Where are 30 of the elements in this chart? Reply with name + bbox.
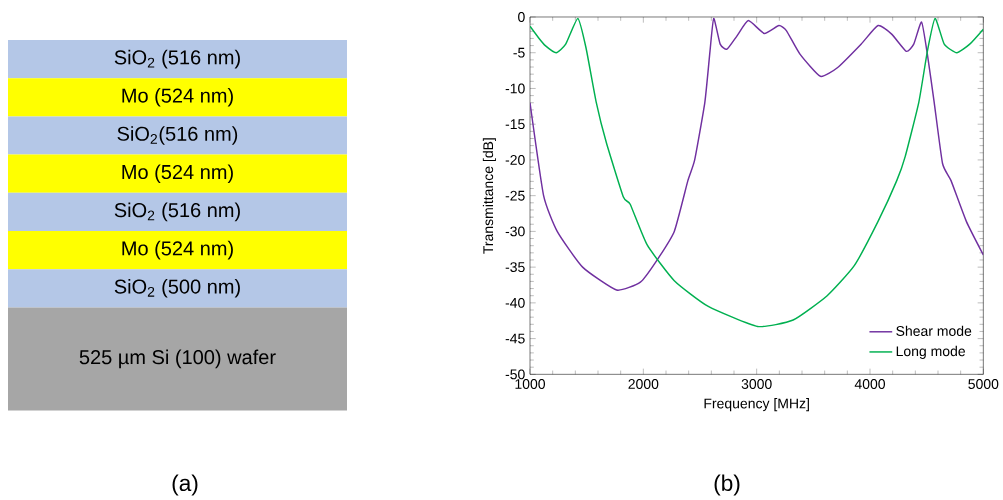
text: (a) bbox=[172, 474, 198, 496]
y-tick-label: -35 bbox=[505, 262, 525, 273]
x-axis-title: Frequency [MHz] bbox=[704, 398, 809, 412]
y-tick-label: -10 bbox=[505, 83, 525, 94]
y-axis-title: Transmittance [dB] bbox=[482, 138, 496, 254]
x-tick-label: 3000 bbox=[741, 379, 772, 389]
legend-label: Shear mode bbox=[896, 325, 972, 337]
y-tick-label: -15 bbox=[505, 119, 525, 130]
y-tick-label: -45 bbox=[505, 333, 525, 344]
y-tick-label: -20 bbox=[505, 154, 525, 165]
text: Mo (524 nm) bbox=[122, 87, 233, 107]
y-tick-label: 0 bbox=[518, 12, 525, 22]
y-tick-label: -50 bbox=[505, 369, 525, 380]
text: SiO$_{2}$ (516 nm) bbox=[114, 202, 240, 222]
text: SiO$_{2}$ (516 nm) bbox=[114, 49, 240, 69]
x-tick-label: 2000 bbox=[628, 379, 659, 389]
x-tick-label: 4000 bbox=[854, 379, 886, 389]
y-tick-label: -5 bbox=[513, 47, 525, 58]
text: 525 µm Si (100) wafer bbox=[79, 349, 276, 369]
y-tick-label: -30 bbox=[505, 226, 525, 237]
x-tick-label: 1000 bbox=[515, 379, 546, 389]
x-tick-label: 5000 bbox=[968, 379, 999, 389]
text: SiO$_{2}$ (500 nm) bbox=[114, 278, 240, 298]
y-tick-label: -25 bbox=[505, 190, 525, 201]
text: (b) bbox=[714, 474, 740, 496]
text: SiO$_{2}$(516 nm) bbox=[117, 126, 238, 145]
text: Mo (524 nm) bbox=[122, 240, 233, 260]
text: Mo (524 nm) bbox=[122, 164, 233, 184]
legend-label: Long mode bbox=[896, 345, 965, 359]
y-tick-label: -40 bbox=[505, 297, 525, 308]
